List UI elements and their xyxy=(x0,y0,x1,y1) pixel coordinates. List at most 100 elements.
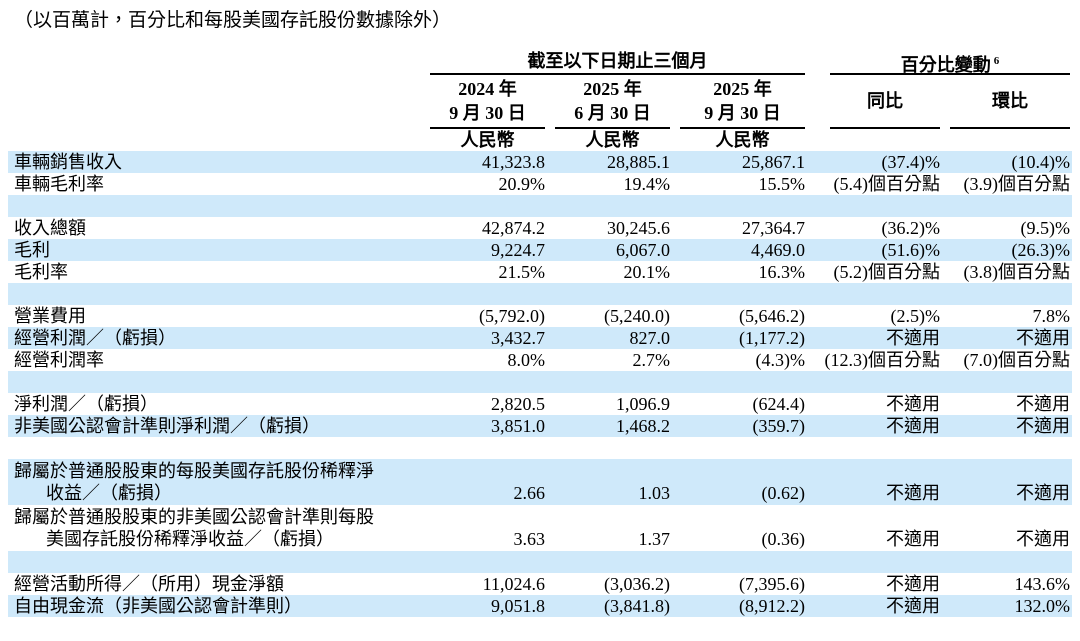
value-cell: 不適用 xyxy=(886,394,941,414)
value-cell: 2,820.5 xyxy=(491,394,545,414)
units-note: （以百萬計，百分比和每股美國存託股份數據除外） xyxy=(14,10,452,31)
value-cell: (3.8)個百分點 xyxy=(963,262,1071,282)
date-day: 9 月 30 日 xyxy=(704,103,781,123)
qoq-header: 環比 xyxy=(945,75,1072,129)
value-cell: 1,468.2 xyxy=(616,416,670,436)
value-cell: 不適用 xyxy=(1016,328,1071,348)
value-cell: (36.2)% xyxy=(881,218,941,238)
value-cell: (624.4) xyxy=(752,394,806,414)
value-cell: 28,885.1 xyxy=(607,152,670,172)
row-label: 經營活動所得／（所用）現金淨額 xyxy=(14,574,284,594)
table-row: 經營利潤／（虧損） 3,432.7 827.0 (1,177.2) 不適用 不適用 xyxy=(8,327,1073,349)
spacer-row xyxy=(8,195,1073,217)
value-cell: 30,245.6 xyxy=(607,218,670,238)
value-cell: 不適用 xyxy=(1016,416,1071,436)
row-label: 車輛銷售收入 xyxy=(14,152,122,172)
value-cell: 132.0% xyxy=(1014,596,1071,616)
value-cell: 143.6% xyxy=(1014,574,1071,594)
row-label: 非美國公認會計準則淨利潤／（虧損） xyxy=(14,416,320,436)
spacer-cell xyxy=(8,437,1072,459)
value-cell: (4.3)% xyxy=(755,350,806,370)
value-cell: (2.5)% xyxy=(890,306,941,326)
value-cell: 3,851.0 xyxy=(491,416,545,436)
spacer-cell xyxy=(8,283,1072,305)
value-cell: (9.5)% xyxy=(1020,218,1071,238)
value-cell: (359.7) xyxy=(752,416,806,436)
value-cell: 不適用 xyxy=(886,529,941,549)
value-cell: (0.36) xyxy=(761,529,806,549)
spacer-row xyxy=(8,283,1073,305)
spacer-row xyxy=(8,371,1073,393)
table-row: 經營活動所得／（所用）現金淨額 11,024.6 (3,036.2) (7,395.6… xyxy=(8,573,1072,595)
value-cell: 25,867.1 xyxy=(742,152,806,172)
value-cell: 9,051.8 xyxy=(491,596,545,616)
change-group-header: 百分比變動 6 xyxy=(815,51,1072,75)
date-day: 9 月 30 日 xyxy=(449,103,526,123)
value-cell: 3,432.7 xyxy=(491,328,545,348)
value-cell: 20.1% xyxy=(623,262,671,282)
row-label: 歸屬於普通股股東的非美國公認會計準則每股 美國存託股份稀釋淨收益／（虧損） xyxy=(8,505,430,551)
value-cell: 2.66 xyxy=(513,483,546,503)
table-row: 毛利率 21.5% 20.1% 16.3% (5.2)個百分點 (3.8)個百分點 xyxy=(8,261,1072,283)
yoy-header: 同比 xyxy=(815,75,945,129)
value-cell: (0.62) xyxy=(761,483,806,503)
value-cell: 不適用 xyxy=(1016,529,1071,549)
row-label: 收入總額 xyxy=(14,218,86,238)
value-cell: 1,096.9 xyxy=(616,394,670,414)
change-group-title: 百分比變動 xyxy=(900,55,991,75)
value-cell: (5,240.0) xyxy=(604,306,670,326)
value-cell: 8.0% xyxy=(507,350,546,370)
value-cell: 27,364.7 xyxy=(742,218,806,238)
table-body: 車輛銷售收入 41,323.8 28,885.1 25,867.1 (37.4)% (10… xyxy=(8,151,1073,617)
value-cell: (10.4)% xyxy=(1011,152,1071,172)
row-label-line: 美國存託股份稀釋淨收益／（虧損） xyxy=(46,529,334,549)
value-cell: (5.4)個百分點 xyxy=(833,174,941,194)
corner-cell xyxy=(8,51,430,75)
row-label-line: 歸屬於普通股股東的每股美國存託股份稀釋淨 xyxy=(14,461,374,481)
value-cell: 不適用 xyxy=(886,328,941,348)
row-label: 經營利潤／（虧損） xyxy=(14,328,176,348)
value-cell: (8,912.2) xyxy=(739,596,806,616)
value-cell: 4,469.0 xyxy=(751,240,806,260)
value-cell: 1.37 xyxy=(638,529,671,549)
value-cell: 16.3% xyxy=(758,262,806,282)
row-label: 淨利潤／（虧損） xyxy=(14,394,158,414)
value-cell: 6,067.0 xyxy=(616,240,670,260)
value-cell: 21.5% xyxy=(498,262,546,282)
table-row: 淨利潤／（虧損） 2,820.5 1,096.9 (624.4) 不適用 不適用 xyxy=(8,393,1072,415)
value-cell: 15.5% xyxy=(758,174,806,194)
value-cell: (3.9)個百分點 xyxy=(963,174,1071,194)
value-cell: 827.0 xyxy=(629,328,671,348)
table-row: 歸屬於普通股股東的非美國公認會計準則每股 美國存託股份稀釋淨收益／（虧損） 3.63… xyxy=(8,505,1072,551)
value-cell: 不適用 xyxy=(886,416,941,436)
footnote-ref: 6 xyxy=(993,55,1000,67)
currency-label: 人民幣 xyxy=(460,130,515,150)
currency-row: 人民幣 人民幣 人民幣 xyxy=(8,129,1072,151)
row-label: 毛利率 xyxy=(14,262,68,282)
table-row: 車輛毛利率 20.9% 19.4% 15.5% (5.4)個百分點 (3.9)個百分點 xyxy=(8,173,1072,195)
row-label-line: 歸屬於普通股股東的非美國公認會計準則每股 xyxy=(14,507,374,527)
table-row: 非美國公認會計準則淨利潤／（虧損） 3,851.0 1,468.2 (359.7) 不適… xyxy=(8,415,1073,437)
value-cell: 不適用 xyxy=(1016,394,1071,414)
row-label: 毛利 xyxy=(14,240,50,260)
period-group-title: 截至以下日期止三個月 xyxy=(527,51,708,71)
value-cell: (3,036.2) xyxy=(604,574,670,594)
date-year: 2025 年 xyxy=(713,79,772,99)
value-cell: 41,323.8 xyxy=(482,152,545,172)
table-row: 毛利 9,224.7 6,067.0 4,469.0 (51.6)% (26.3)% xyxy=(8,239,1073,261)
row-label: 營業費用 xyxy=(14,306,86,326)
value-cell: 1.03 xyxy=(638,483,671,503)
group-header-row: 截至以下日期止三個月 百分比變動 6 xyxy=(8,51,1072,75)
value-cell: 9,224.7 xyxy=(491,240,545,260)
row-label-line: 收益／（虧損） xyxy=(46,483,172,503)
value-cell: (12.3)個百分點 xyxy=(824,350,941,370)
date-col-header-1: 2024 年 9 月 30 日 xyxy=(430,75,555,129)
table-row: 歸屬於普通股股東的每股美國存託股份稀釋淨 收益／（虧損） 2.66 1.03 (0.62… xyxy=(8,459,1073,505)
value-cell: (7,395.6) xyxy=(739,574,806,594)
value-cell: 不適用 xyxy=(886,574,941,594)
value-cell: 19.4% xyxy=(623,174,671,194)
row-label: 歸屬於普通股股東的每股美國存託股份稀釋淨 收益／（虧損） xyxy=(8,459,430,505)
value-cell: (37.4)% xyxy=(881,152,941,172)
value-cell: 不適用 xyxy=(886,596,941,616)
